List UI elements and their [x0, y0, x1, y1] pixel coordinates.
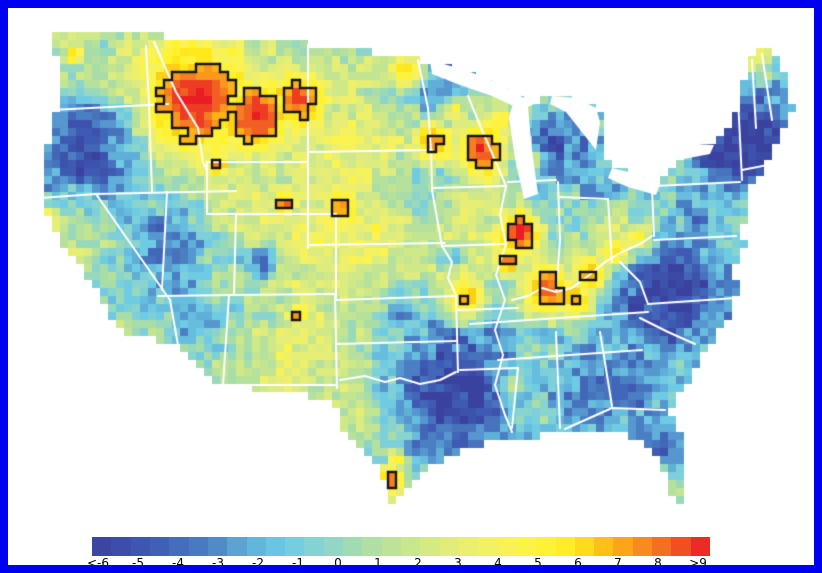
colorbar-tick-label: 4 [494, 556, 502, 566]
colorbar-swatch [555, 537, 575, 556]
colorbar-swatch [401, 537, 421, 556]
colorbar-swatch [671, 537, 691, 556]
colorbar-swatch [130, 537, 150, 556]
colorbar-tick-label: 1 [374, 556, 382, 566]
colorbar-tick-label: -4 [172, 556, 184, 566]
colorbar-tick-label: 3 [454, 556, 462, 566]
colorbar-tick-label: -3 [212, 556, 224, 566]
colorbar-swatch [536, 537, 556, 556]
colorbar-swatch [381, 537, 401, 556]
figure-inner: <-6 -5 -4 -3 -2 -1 0 1 2 3 4 5 6 7 8 >9 [8, 8, 814, 565]
colorbar-swatch [265, 537, 286, 556]
colorbar-swatch [574, 537, 595, 556]
colorbar-tick-label: <-6 [86, 556, 110, 566]
colorbar-swatch [478, 537, 498, 556]
colorbar-swatch [285, 537, 305, 556]
colorbar-tick-label: 0 [334, 556, 342, 566]
colorbar-swatch [343, 537, 363, 556]
colorbar-swatch [458, 537, 479, 556]
colorbar-tick-label: 2 [414, 556, 422, 566]
colorbar-tick-label: -5 [132, 556, 144, 566]
colorbar-swatch [516, 537, 537, 556]
colorbar-swatch [362, 537, 382, 556]
colorbar [92, 537, 710, 556]
colorbar-swatch [304, 537, 324, 556]
colorbar-swatch [323, 537, 344, 556]
colorbar-tick-label: -1 [292, 556, 304, 566]
colorbar-tick-label: 6 [574, 556, 582, 566]
colorbar-swatch [169, 537, 189, 556]
colorbar-swatch [246, 537, 266, 556]
colorbar-swatch [188, 537, 208, 556]
colorbar-swatch [613, 537, 633, 556]
colorbar-tick-label: 7 [614, 556, 622, 566]
colorbar-tick-label: -2 [252, 556, 264, 566]
colorbar-swatch [497, 537, 517, 556]
colorbar-swatch [632, 537, 653, 556]
colorbar-tick-label: 8 [654, 556, 662, 566]
colorbar-tick-label: >9 [689, 556, 707, 566]
colorbar-swatch [690, 537, 710, 556]
colorbar-swatch [420, 537, 440, 556]
colorbar-swatch [111, 537, 131, 556]
us-county-choropleth-map [8, 8, 814, 565]
colorbar-swatch [594, 537, 614, 556]
colorbar-swatch [227, 537, 247, 556]
colorbar-tick-label: 5 [534, 556, 542, 566]
colorbar-swatch [652, 537, 672, 556]
colorbar-swatch [92, 537, 112, 556]
colorbar-swatch [439, 537, 459, 556]
colorbar-swatch [207, 537, 228, 556]
colorbar-swatch [149, 537, 170, 556]
